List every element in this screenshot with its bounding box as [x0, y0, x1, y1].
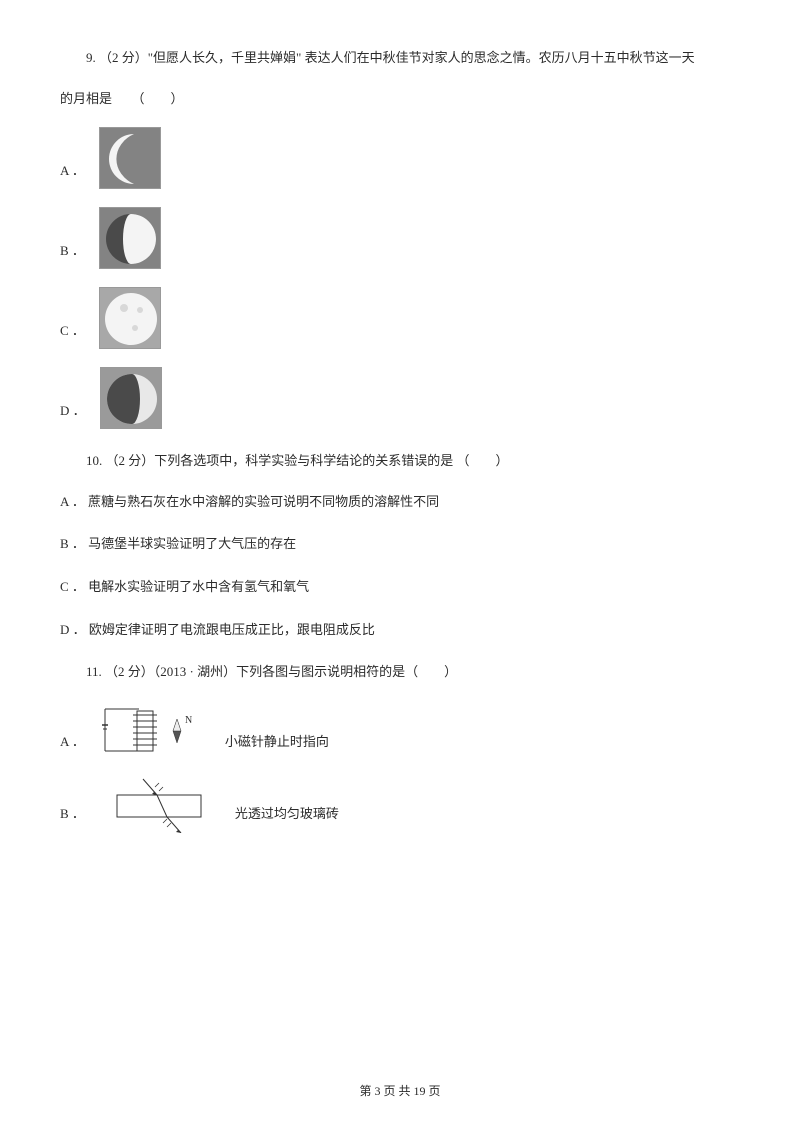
- q9-text-line2: 的月相是 （ ）: [60, 85, 740, 114]
- page-footer: 第 3 页 共 19 页: [0, 1078, 800, 1104]
- q9-option-a[interactable]: A ．: [60, 127, 740, 189]
- moon-phase-icon: [99, 127, 161, 189]
- moon-phase-icon: [99, 207, 161, 269]
- q10-option-d[interactable]: D ． 欧姆定律证明了电流跟电压成正比，跟电阻成反比: [60, 616, 740, 645]
- q11-option-a-caption: 小磁针静止时指向: [225, 728, 329, 761]
- svg-text:N: N: [185, 715, 192, 726]
- q10-option-a[interactable]: A ． 蔗糖与熟石灰在水中溶解的实验可说明不同物质的溶解性不同: [60, 488, 740, 517]
- option-label: B ．: [60, 237, 85, 270]
- q9-option-b[interactable]: B ．: [60, 207, 740, 269]
- electromagnet-diagram-icon: N: [99, 699, 209, 761]
- option-label: A ．: [60, 157, 85, 190]
- option-label: A ．: [60, 728, 85, 761]
- moon-phase-icon: [100, 367, 162, 429]
- q9-option-d[interactable]: D ．: [60, 367, 740, 429]
- moon-phase-icon: [99, 287, 161, 349]
- q10-option-b[interactable]: B ． 马德堡半球实验证明了大气压的存在: [60, 530, 740, 559]
- q9-text-line1: 9. （2 分）"但愿人长久，千里共婵娟" 表达人们在中秋佳节对家人的思念之情。…: [60, 44, 740, 73]
- option-label: D ．: [60, 397, 86, 430]
- q10-text: 10. （2 分）下列各选项中，科学实验与科学结论的关系错误的是 （ ）: [60, 447, 740, 476]
- q9-option-c[interactable]: C ．: [60, 287, 740, 349]
- refraction-diagram-icon: [99, 777, 219, 833]
- option-label: B ．: [60, 800, 85, 833]
- q11-option-a[interactable]: A ． N 小磁针静止时指向: [60, 699, 740, 761]
- option-label: C ．: [60, 317, 85, 350]
- q10-option-c[interactable]: C ． 电解水实验证明了水中含有氢气和氧气: [60, 573, 740, 602]
- q11-option-b-caption: 光透过均匀玻璃砖: [235, 800, 339, 833]
- q11-option-b[interactable]: B ． 光透过均匀玻璃砖: [60, 777, 740, 833]
- q11-text: 11. （2 分）（2013 · 湖州）下列各图与图示说明相符的是（ ）: [60, 658, 740, 687]
